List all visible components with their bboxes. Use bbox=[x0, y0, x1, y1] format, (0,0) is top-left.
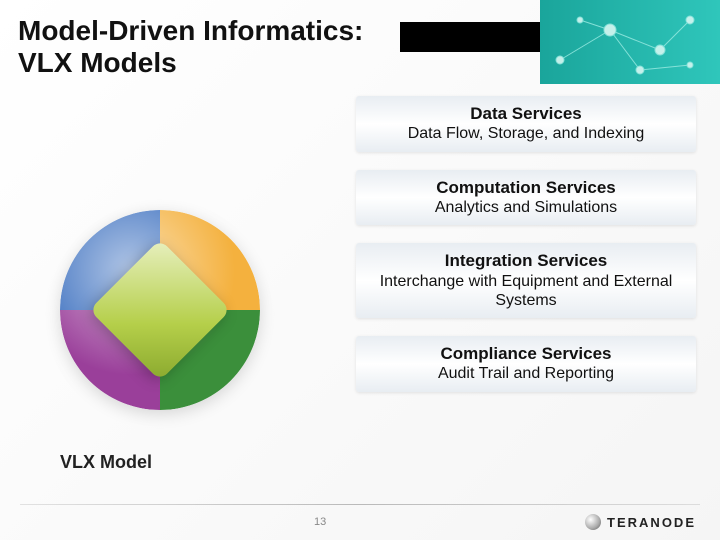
service-title: Integration Services bbox=[368, 251, 684, 271]
service-title: Data Services bbox=[368, 104, 684, 124]
services-list: Data Services Data Flow, Storage, and In… bbox=[356, 96, 696, 392]
service-desc: Analytics and Simulations bbox=[368, 198, 684, 217]
company-logo: TERANODE bbox=[585, 514, 696, 530]
title-line-2: VLX Models bbox=[18, 47, 363, 79]
title-block: Model-Driven Informatics: VLX Models bbox=[0, 5, 363, 79]
service-box-computation: Computation Services Analytics and Simul… bbox=[356, 170, 696, 226]
slide-footer: 13 TERANODE bbox=[0, 504, 720, 540]
slide-content: VLX Model Data Services Data Flow, Stora… bbox=[0, 84, 720, 504]
service-desc: Audit Trail and Reporting bbox=[368, 364, 684, 383]
page-number: 13 bbox=[314, 516, 326, 528]
service-title: Compliance Services bbox=[368, 344, 684, 364]
header-teal-panel bbox=[540, 0, 720, 84]
logo-text: TERANODE bbox=[607, 515, 696, 530]
service-box-data: Data Services Data Flow, Storage, and In… bbox=[356, 96, 696, 152]
logo-mark-icon bbox=[585, 514, 601, 530]
service-desc: Data Flow, Storage, and Indexing bbox=[368, 124, 684, 143]
service-box-compliance: Compliance Services Audit Trail and Repo… bbox=[356, 336, 696, 392]
header-graphic bbox=[400, 0, 720, 84]
diagram-label: VLX Model bbox=[60, 452, 152, 473]
service-box-integration: Integration Services Interchange with Eq… bbox=[356, 243, 696, 318]
slide-header: Model-Driven Informatics: VLX Models bbox=[0, 0, 720, 84]
slide: Model-Driven Informatics: VLX Models bbox=[0, 0, 720, 540]
service-title: Computation Services bbox=[368, 178, 684, 198]
network-decoration-icon bbox=[540, 0, 720, 84]
title-line-1: Model-Driven Informatics: bbox=[18, 15, 363, 47]
vlx-model-diagram bbox=[30, 180, 290, 440]
service-desc: Interchange with Equipment and External … bbox=[368, 272, 684, 310]
